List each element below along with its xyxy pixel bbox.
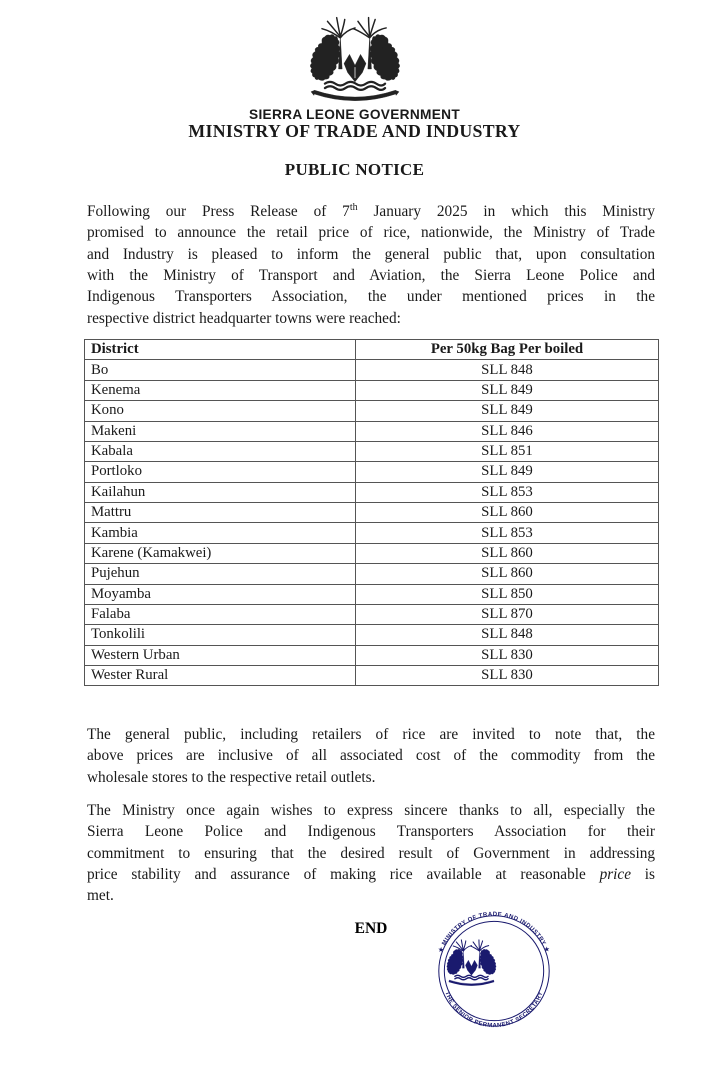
- svg-text:★ MINISTRY OF TRADE AND INDUST: ★ MINISTRY OF TRADE AND INDUSTRY ★: [437, 912, 551, 954]
- svg-text:THE SENIOR PERMANENT SECRETARY: THE SENIOR PERMANENT SECRETARY: [443, 991, 544, 1029]
